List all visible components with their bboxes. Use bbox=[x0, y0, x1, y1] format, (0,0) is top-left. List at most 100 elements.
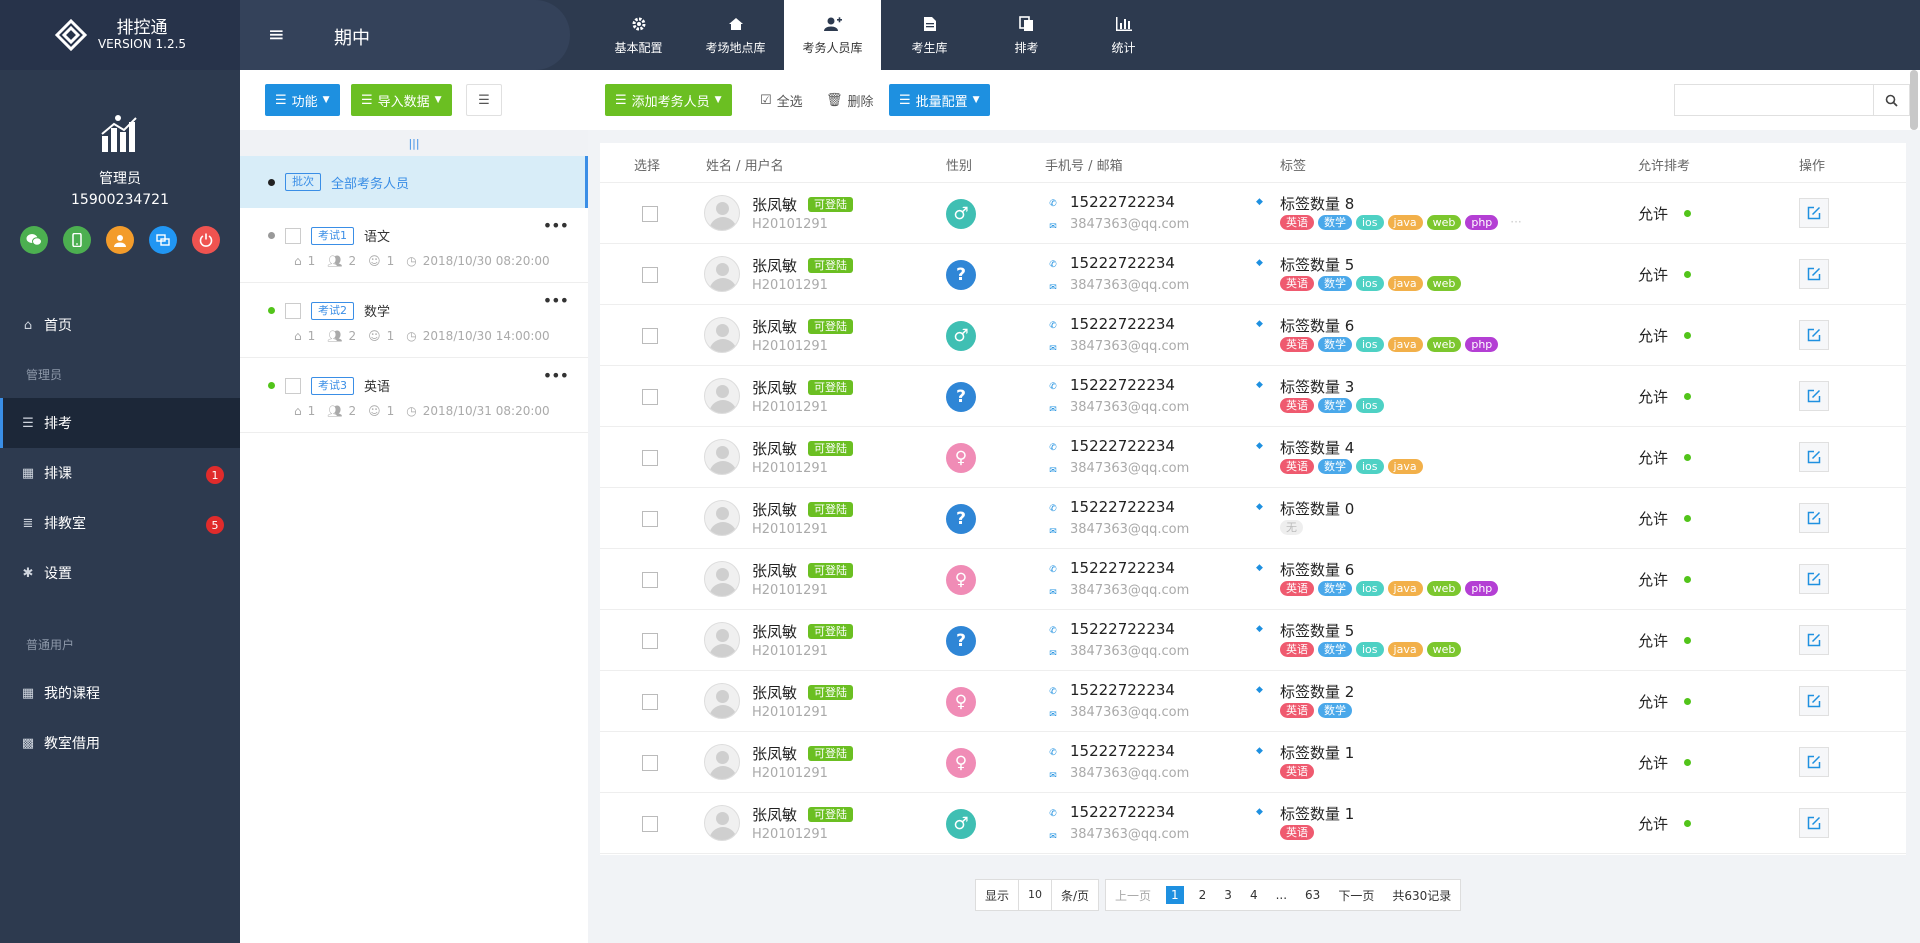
page-number[interactable]: 2 bbox=[1198, 888, 1207, 902]
search-input[interactable] bbox=[1674, 84, 1874, 116]
row-checkbox[interactable] bbox=[642, 267, 658, 283]
row-checkbox[interactable] bbox=[642, 328, 658, 344]
question-icon: ? bbox=[946, 504, 976, 534]
button-label: 删除 bbox=[847, 94, 874, 110]
page-number[interactable]: 3 bbox=[1224, 888, 1232, 902]
tab-statistics[interactable]: 统计 bbox=[1075, 0, 1172, 70]
more-icon[interactable]: ••• bbox=[542, 216, 569, 235]
exam-checkbox[interactable] bbox=[285, 377, 301, 394]
sidebar-item-home[interactable]: ⌂ 首页 bbox=[0, 300, 240, 350]
delete-button[interactable]: 🗑︎ 删除 bbox=[816, 84, 884, 116]
mobile-icon[interactable] bbox=[63, 226, 91, 254]
phone-icon: ✆ bbox=[1049, 199, 1057, 209]
more-icon[interactable]: ••• bbox=[542, 291, 569, 310]
tag-list: 英语 数学 ios bbox=[1280, 398, 1384, 413]
tab-basic-config[interactable]: 基本配置 bbox=[590, 0, 687, 70]
edit-button[interactable] bbox=[1799, 686, 1829, 716]
edit-button[interactable] bbox=[1799, 747, 1829, 777]
edit-button[interactable] bbox=[1799, 564, 1829, 594]
batch-config-button[interactable]: ☰ 批量配置 ▼ bbox=[889, 84, 990, 116]
prev-page-button[interactable]: 上一页 bbox=[1115, 888, 1152, 903]
row-checkbox[interactable] bbox=[642, 694, 658, 710]
tag-badge: web bbox=[1426, 215, 1462, 230]
staff-phone: 15222722234 bbox=[1070, 742, 1175, 760]
page-number[interactable]: 4 bbox=[1249, 888, 1258, 902]
more-icon[interactable]: ••• bbox=[542, 366, 569, 385]
function-button[interactable]: ☰ 功能 ▼ bbox=[265, 84, 340, 116]
batch-all-staff[interactable]: 批次 全部考务人员 bbox=[240, 156, 588, 208]
row-checkbox[interactable] bbox=[642, 572, 658, 588]
row-checkbox[interactable] bbox=[642, 511, 658, 527]
sidebar-item-settings[interactable]: ✱ 设置 bbox=[0, 548, 240, 598]
edit-button[interactable] bbox=[1799, 381, 1829, 411]
row-checkbox[interactable] bbox=[642, 450, 658, 466]
row-checkbox[interactable] bbox=[642, 755, 658, 771]
exam-checkbox[interactable] bbox=[285, 227, 301, 244]
tab-label: 统计 bbox=[1111, 40, 1136, 55]
caret-down-icon: ▼ bbox=[322, 95, 330, 105]
edit-button[interactable] bbox=[1799, 808, 1829, 838]
home-icon: ⌂ bbox=[294, 329, 302, 343]
row-checkbox[interactable] bbox=[642, 206, 658, 222]
select-all-button[interactable]: ☑ 全选 bbox=[750, 84, 813, 116]
wechat-icon[interactable] bbox=[20, 226, 48, 254]
tag-badge: java bbox=[1387, 337, 1423, 352]
staff-email: 3847363@qq.com bbox=[1070, 278, 1190, 293]
row-checkbox[interactable] bbox=[642, 816, 658, 832]
profile-panel: 管理员 15900234721 bbox=[0, 70, 240, 310]
tag-badge: web bbox=[1426, 337, 1462, 352]
tag-list: 英语 数学 ios java web php bbox=[1280, 581, 1499, 596]
page-number[interactable]: 63 bbox=[1305, 888, 1321, 902]
tab-staff-library[interactable]: 考务人员库 bbox=[784, 0, 881, 70]
search-button[interactable] bbox=[1874, 84, 1910, 116]
tab-scheduling[interactable]: 排考 bbox=[978, 0, 1075, 70]
page-number[interactable]: 1 bbox=[1166, 886, 1184, 904]
sidebar-item-exam-scheduling[interactable]: ☰ 排考 bbox=[0, 398, 240, 448]
exam-item[interactable]: 考试2 数学 ••• ⌂ 1 👥︎ 2 ☺ 1 ◷ 2018/10/30 14:… bbox=[240, 283, 588, 358]
exam-item[interactable]: 考试1 语文 ••• ⌂ 1 👥︎ 2 ☺ 1 ◷ 2018/10/30 08:… bbox=[240, 208, 588, 283]
total-records: 共630记录 bbox=[1392, 888, 1452, 903]
row-checkbox[interactable] bbox=[642, 389, 658, 405]
edit-button[interactable] bbox=[1799, 198, 1829, 228]
row-checkbox[interactable] bbox=[642, 633, 658, 649]
tab-examinee-library[interactable]: 考生库 bbox=[881, 0, 978, 70]
exam-checkbox[interactable] bbox=[285, 302, 301, 319]
list-view-button[interactable]: ☰ bbox=[466, 84, 502, 116]
user-icon[interactable] bbox=[106, 226, 134, 254]
allow-status-dot bbox=[1684, 515, 1691, 522]
next-page-button[interactable]: 下一页 bbox=[1338, 888, 1375, 903]
table-header: 选择 姓名 / 用户名 性别 手机号 / 邮箱 标签 允许排考 操作 bbox=[600, 143, 1906, 183]
tag-badge: 数学 bbox=[1318, 276, 1352, 291]
exam-item[interactable]: 考试3 英语 ••• ⌂ 1 👥︎ 2 ☺ 1 ◷ 2018/10/31 08:… bbox=[240, 358, 588, 433]
panel-resize-handle[interactable]: ||| bbox=[240, 130, 588, 156]
tag-icon: ◆ bbox=[1256, 746, 1263, 756]
mail-icon: ✉ bbox=[1049, 466, 1057, 476]
page-size-select[interactable]: 10 bbox=[1018, 880, 1053, 910]
exam-tag: 考试2 bbox=[311, 301, 354, 320]
calendar-icon: ▦ bbox=[21, 465, 35, 481]
sidebar-item-course-scheduling[interactable]: ▦ 排课 1 bbox=[0, 448, 240, 498]
edit-button[interactable] bbox=[1799, 503, 1829, 533]
tag-count: 标签数量 1 bbox=[1280, 805, 1355, 823]
tab-venue-library[interactable]: 考场地点库 bbox=[687, 0, 784, 70]
add-staff-button[interactable]: ☰ 添加考务人员 ▼ bbox=[605, 84, 732, 116]
tag-badge: java bbox=[1387, 215, 1423, 230]
sidebar-item-classroom-borrow[interactable]: ▩ 教室借用 bbox=[0, 718, 240, 768]
edit-icon bbox=[1807, 389, 1821, 403]
edit-icon bbox=[1807, 328, 1821, 342]
sidebar-item-classroom-scheduling[interactable]: ≣ 排教室 5 bbox=[0, 498, 240, 548]
sidebar-item-my-courses[interactable]: ▦ 我的课程 bbox=[0, 668, 240, 718]
edit-button[interactable] bbox=[1799, 442, 1829, 472]
tag-badge: 英语 bbox=[1280, 642, 1314, 657]
edit-button[interactable] bbox=[1799, 259, 1829, 289]
edit-button[interactable] bbox=[1799, 625, 1829, 655]
edit-button[interactable] bbox=[1799, 320, 1829, 350]
switch-icon[interactable] bbox=[149, 226, 177, 254]
page-number[interactable]: ... bbox=[1275, 888, 1288, 902]
tag-icon: ◆ bbox=[1256, 685, 1263, 695]
more-tags[interactable]: ··· bbox=[1510, 215, 1522, 229]
import-data-button[interactable]: ☰ 导入数据 ▼ bbox=[351, 84, 452, 116]
power-icon[interactable] bbox=[192, 226, 220, 254]
scrollbar[interactable] bbox=[1910, 70, 1918, 130]
hamburger-icon[interactable]: ≡ bbox=[268, 22, 285, 46]
